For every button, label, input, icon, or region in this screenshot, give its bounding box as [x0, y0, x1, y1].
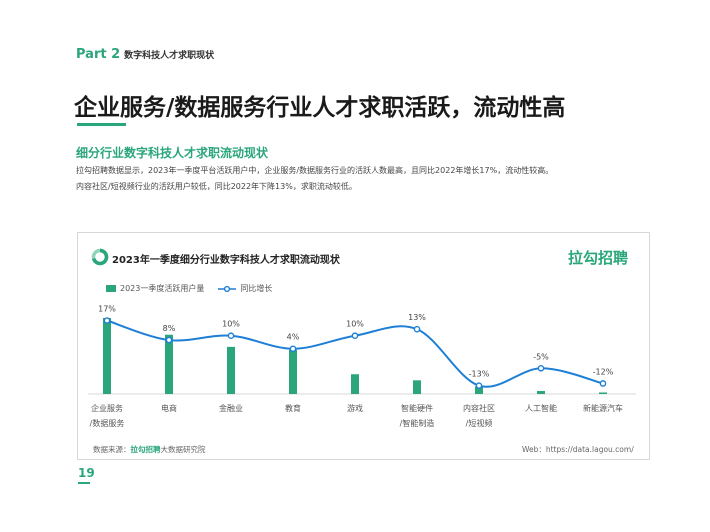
legend-bar-swatch: [106, 285, 116, 292]
category-label-6-0: 内容社区: [463, 403, 495, 413]
chart-legend: 2023一季度活跃用户量 同比增长: [106, 283, 272, 294]
growth-label-0: 17%: [98, 305, 116, 314]
donut-logo-icon: [91, 248, 109, 266]
growth-label-6: -13%: [469, 370, 490, 379]
growth-point-6: [475, 382, 483, 389]
bar-4: [351, 374, 359, 394]
category-label-2-0: 金融业: [219, 403, 243, 413]
growth-label-2: 10%: [222, 320, 240, 329]
page-number-underline: [78, 482, 90, 484]
bar-6: [475, 386, 483, 394]
bar-0: [103, 318, 111, 394]
part-number: Part 2: [76, 47, 121, 62]
growth-point-7: [537, 364, 545, 372]
bar-1: [165, 334, 173, 394]
web-url: Web：https://data.lagou.com/: [522, 445, 634, 454]
bar-2: [227, 346, 235, 394]
legend-bar-label: 2023一季度活跃用户量: [120, 284, 205, 293]
part-label: Part 2 数字科技人才求职现状: [76, 47, 214, 62]
description: 拉勾招聘数据显示，2023年一季度平台活跃用户中，企业服务/数据服务行业的活跃人…: [76, 163, 636, 195]
source-suffix: 大数据研究院: [160, 445, 206, 454]
category-label-1-0: 电商: [161, 403, 177, 413]
category-label-5-1: /智能制造: [400, 418, 435, 428]
bar-8: [599, 392, 607, 394]
bar-5: [413, 380, 421, 394]
growth-point-2: [227, 332, 235, 340]
bar-3: [289, 349, 297, 394]
category-label-3-0: 教育: [285, 403, 301, 413]
source-brand: 拉勾招聘: [130, 445, 161, 454]
growth-point-0: [103, 317, 111, 324]
growth-label-5: 13%: [408, 313, 426, 322]
brand-logo: 拉勾招聘: [568, 249, 629, 267]
category-label-6-1: /短视频: [466, 418, 493, 428]
category-label-4-0: 游戏: [347, 403, 363, 413]
category-label-8-0: 新能源汽车: [583, 403, 623, 413]
growth-point-5: [413, 325, 421, 333]
category-label-0-1: /数据服务: [90, 418, 125, 428]
description-line-2: 内容社区/短视频行业的活跃用户较低，同比2022年下降13%，求职流动较低。: [76, 182, 357, 191]
legend-line-label: 同比增长: [240, 284, 273, 293]
section-title: 细分行业数字科技人才求职流动现状: [76, 146, 269, 160]
growth-label-1: 8%: [163, 324, 176, 333]
bar-7: [537, 390, 545, 394]
growth-point-1: [165, 336, 173, 344]
growth-label-4: 10%: [346, 320, 364, 329]
category-label-7-0: 人工智能: [525, 403, 557, 413]
growth-label-7: -5%: [533, 352, 549, 361]
growth-point-8: [599, 380, 607, 387]
legend-line-swatch: [218, 285, 237, 292]
growth-point-3: [289, 345, 297, 353]
growth-point-4: [351, 332, 359, 340]
page-number: 19: [78, 466, 95, 480]
category-label-0-0: 企业服务: [91, 403, 123, 413]
chart-title: 2023年一季度细分行业数字科技人才求职流动现状: [112, 255, 340, 266]
source-prefix: 数据来源：: [93, 445, 131, 454]
growth-label-3: 4%: [287, 333, 300, 342]
page-headline: 企业服务/数据服务行业人才求职活跃，流动性高: [74, 95, 566, 121]
part-title: 数字科技人才求职现状: [124, 51, 215, 61]
category-label-5-0: 智能硬件: [401, 403, 433, 413]
data-source: 数据来源：拉勾招聘大数据研究院: [93, 444, 206, 455]
chart-card: [77, 232, 650, 460]
growth-label-8: -12%: [593, 367, 614, 376]
description-line-1: 拉勾招聘数据显示，2023年一季度平台活跃用户中，企业服务/数据服务行业的活跃人…: [76, 166, 554, 175]
headline-underline: [77, 123, 126, 126]
